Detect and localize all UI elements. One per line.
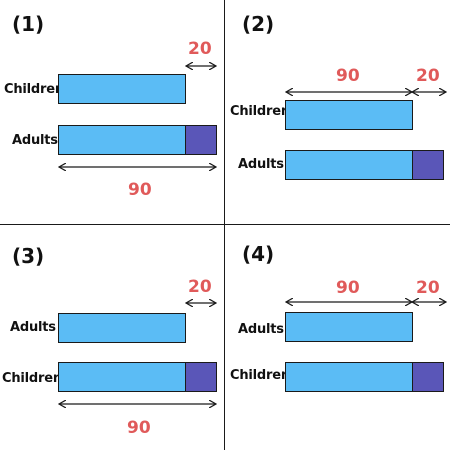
top-bar	[58, 74, 186, 104]
bottom-row-label: Children	[2, 371, 62, 386]
panel-2-arrows	[226, 0, 450, 224]
bottom-bar-extra	[412, 150, 444, 180]
panel-2: (2) 90 20 Children Adults	[226, 0, 450, 224]
panel-3-arrows	[0, 226, 224, 450]
panel-4: (4) 90 20 Adults Children	[226, 226, 450, 450]
bottom-bar-base	[58, 125, 186, 155]
big-measure-label: 90	[127, 418, 151, 438]
small-measure-label: 20	[188, 277, 212, 297]
top-row-label: Adults	[10, 320, 56, 335]
panel-number: (3)	[12, 244, 45, 268]
horizontal-divider	[0, 224, 450, 225]
top-bar	[285, 100, 413, 130]
panel-number: (2)	[242, 12, 275, 36]
top-bar	[58, 313, 186, 343]
bottom-row-label: Adults	[12, 133, 58, 148]
big-measure-label: 90	[336, 278, 360, 298]
bottom-row-label: Children	[230, 368, 290, 383]
panel-1-arrows	[0, 0, 224, 224]
bottom-bar-base	[58, 362, 186, 392]
top-row-label: Adults	[238, 322, 284, 337]
big-measure-label: 90	[128, 180, 152, 200]
bottom-row-label: Adults	[238, 157, 284, 172]
panel-1: (1) 20 Children Adults 90	[0, 0, 224, 224]
panel-number: (1)	[12, 12, 45, 36]
panel-3: (3) 20 Adults Children 90	[0, 226, 224, 450]
top-row-label: Children	[230, 104, 290, 119]
bottom-bar-extra	[412, 362, 444, 392]
bottom-bar-extra	[185, 125, 217, 155]
small-measure-label: 20	[188, 39, 212, 59]
top-row-label: Children	[4, 82, 64, 97]
vertical-divider	[224, 0, 225, 450]
big-measure-label: 90	[336, 66, 360, 86]
small-measure-label: 20	[416, 66, 440, 86]
top-bar	[285, 312, 413, 342]
small-measure-label: 20	[416, 278, 440, 298]
bottom-bar-base	[285, 150, 413, 180]
bottom-bar-extra	[185, 362, 217, 392]
panel-4-arrows	[226, 226, 450, 450]
panel-number: (4)	[242, 242, 275, 266]
bottom-bar-base	[285, 362, 413, 392]
